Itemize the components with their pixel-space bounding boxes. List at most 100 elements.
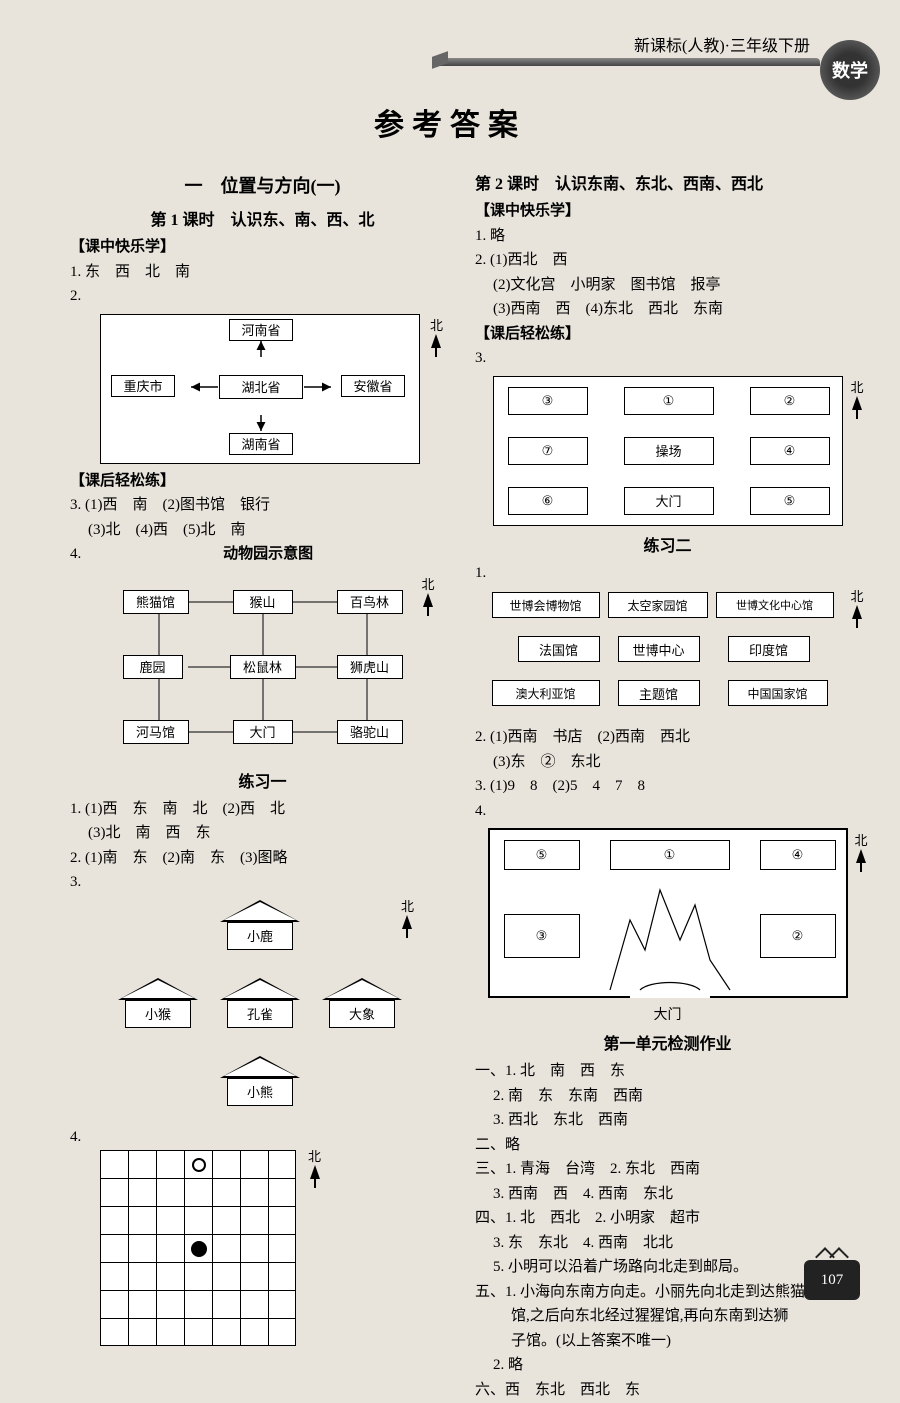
subject-badge: 数学 bbox=[820, 40, 880, 100]
grid1-cell: ③ bbox=[508, 387, 588, 415]
header-label: 新课标(人教)·三年级下册 bbox=[634, 32, 810, 56]
zoo-title: 动物园示意图 bbox=[81, 543, 455, 566]
p2-q4: 4. bbox=[475, 800, 860, 823]
expo-cell: 世博中心 bbox=[618, 636, 700, 662]
decorative-roof bbox=[440, 58, 820, 66]
gate-gap bbox=[630, 994, 710, 998]
zoo-box: 百鸟林 bbox=[337, 590, 403, 614]
grid1-cell: ① bbox=[624, 387, 714, 415]
l1-q4: 4. bbox=[70, 543, 81, 566]
zoo-diagram: 熊猫馆 猴山 百鸟林 鹿园 松鼠林 狮虎山 河马馆 大门 骆驼山 北 bbox=[93, 572, 433, 762]
province-east: 安徽省 bbox=[341, 375, 405, 397]
l1-q3: 3. (1)西 南 (2)图书馆 银行 bbox=[70, 494, 455, 517]
province-center: 湖北省 bbox=[219, 375, 303, 399]
north-icon: 北 bbox=[308, 1150, 321, 1179]
l2-q3: 3. bbox=[475, 347, 860, 370]
north-icon: 北 bbox=[850, 381, 863, 410]
p1-q2: 2. (1)南 东 (2)南 东 (3)图略 bbox=[70, 847, 455, 870]
north-icon: 北 bbox=[430, 319, 443, 348]
grid-open-circle bbox=[192, 1158, 206, 1172]
expo-cell: 太空家园馆 bbox=[608, 592, 708, 618]
expo-cell: 澳大利亚馆 bbox=[492, 680, 600, 706]
l1-q3b: (3)北 (4)西 (5)北 南 bbox=[70, 519, 455, 542]
lesson2-head1: 【课中快乐学】 bbox=[475, 200, 860, 223]
grid1-cell: ④ bbox=[750, 437, 830, 465]
mtn-box: ③ bbox=[504, 914, 580, 958]
house-box: 孔雀 bbox=[220, 978, 300, 1033]
mtn-box: ① bbox=[610, 840, 730, 870]
l2-q2a: 2. (1)西北 西 bbox=[475, 249, 860, 272]
t-5a: 五、1. 小海向东南方向走。小丽先向北走到达熊猫 bbox=[475, 1281, 860, 1304]
houses-diagram: 小鹿 小猴 孔雀 大象 小熊 北 bbox=[100, 900, 420, 1120]
t-4c: 5. 小明可以沿着广场路向北走到邮局。 bbox=[475, 1256, 860, 1279]
grid1-cell: ⑤ bbox=[750, 487, 830, 515]
zoo-box: 大门 bbox=[233, 720, 293, 744]
p2-q2b: (3)东 ② 东北 bbox=[475, 751, 860, 774]
t-4b: 3. 东 东北 4. 西南 北北 bbox=[475, 1232, 860, 1255]
zoo-box: 河马馆 bbox=[123, 720, 189, 744]
t-4a: 四、1. 北 西北 2. 小明家 超市 bbox=[475, 1207, 860, 1230]
grid-7x7 bbox=[100, 1150, 296, 1346]
zoo-box: 狮虎山 bbox=[337, 655, 403, 679]
test-title: 第一单元检测作业 bbox=[475, 1030, 860, 1054]
province-north: 河南省 bbox=[229, 319, 293, 341]
lesson2-title: 第 2 课时 认识东南、东北、西南、西北 bbox=[475, 170, 860, 194]
grid1-cell: ⑦ bbox=[508, 437, 588, 465]
left-column: 一 位置与方向(一) 第 1 课时 认识东、南、西、北 【课中快乐学】 1. 东… bbox=[70, 164, 455, 1403]
page-number-badge: 107 bbox=[804, 1260, 860, 1300]
p2-q1: 1. bbox=[475, 562, 860, 585]
p1-q4: 4. bbox=[70, 1126, 455, 1149]
expo-cell: 世博会博物馆 bbox=[492, 592, 600, 618]
l1-q2: 2. bbox=[70, 285, 455, 308]
province-west: 重庆市 bbox=[111, 375, 175, 397]
north-icon: 北 bbox=[854, 834, 867, 863]
north-icon: 北 bbox=[421, 578, 434, 607]
p1-q1b: (3)北 南 西 东 bbox=[70, 822, 455, 845]
p2-q3: 3. (1)9 8 (2)5 4 7 8 bbox=[475, 775, 860, 798]
north-icon: 北 bbox=[850, 590, 863, 619]
page-title: 参考答案 bbox=[0, 100, 900, 144]
grid1-diagram: ③ ① ② ⑦ 操场 ④ ⑥ 大门 ⑤ 北 bbox=[493, 376, 843, 526]
zoo-box: 猴山 bbox=[233, 590, 293, 614]
mtn-box: ② bbox=[760, 914, 836, 958]
p2-q2a: 2. (1)西南 书店 (2)西南 西北 bbox=[475, 726, 860, 749]
grid-filled-dot bbox=[191, 1241, 207, 1257]
t-1b: 2. 南 东 东南 西南 bbox=[475, 1085, 860, 1108]
p1-q1: 1. (1)西 东 南 北 (2)西 北 bbox=[70, 798, 455, 821]
lesson1-title: 第 1 课时 认识东、南、西、北 bbox=[70, 206, 455, 230]
expo-cell: 印度馆 bbox=[728, 636, 810, 662]
practice2-title: 练习二 bbox=[475, 532, 860, 556]
mountain-diagram: ⑤ ① ④ ③ ② 北 bbox=[488, 828, 848, 998]
house-box: 大象 bbox=[322, 978, 402, 1033]
grid1-cell: ⑥ bbox=[508, 487, 588, 515]
lesson2-head2: 【课后轻松练】 bbox=[475, 323, 860, 346]
l2-q2b: (2)文化宫 小明家 图书馆 报亭 bbox=[475, 274, 860, 297]
zoo-box: 骆驼山 bbox=[337, 720, 403, 744]
t-5d: 2. 略 bbox=[475, 1354, 860, 1377]
t-3b: 3. 西南 西 4. 西南 东北 bbox=[475, 1183, 860, 1206]
t-3a: 三、1. 青海 台湾 2. 东北 西南 bbox=[475, 1158, 860, 1181]
zoo-box: 松鼠林 bbox=[230, 655, 296, 679]
grid-wrapper: 北 bbox=[100, 1150, 455, 1346]
expo-cell: 主题馆 bbox=[618, 680, 700, 706]
t-2: 二、略 bbox=[475, 1134, 860, 1157]
province-south: 湖南省 bbox=[229, 433, 293, 455]
house-box: 小鹿 bbox=[220, 900, 300, 955]
expo-cell: 法国馆 bbox=[518, 636, 600, 662]
lesson1-head1: 【课中快乐学】 bbox=[70, 236, 455, 259]
expo-cell: 世博文化中心馆 bbox=[716, 592, 834, 618]
mtn-box: ⑤ bbox=[504, 840, 580, 870]
mountain-gate-label: 大门 bbox=[475, 1004, 860, 1024]
grid1-cell: ② bbox=[750, 387, 830, 415]
grid1-cell: 操场 bbox=[624, 437, 714, 465]
house-box: 小猴 bbox=[118, 978, 198, 1033]
t-1c: 3. 西北 东北 西南 bbox=[475, 1109, 860, 1132]
zoo-box: 鹿园 bbox=[123, 655, 183, 679]
expo-cell: 中国国家馆 bbox=[728, 680, 828, 706]
l2-q2c: (3)西南 西 (4)东北 西北 东南 bbox=[475, 298, 860, 321]
zoo-box: 熊猫馆 bbox=[123, 590, 189, 614]
house-box: 小熊 bbox=[220, 1056, 300, 1111]
page-header: 新课标(人教)·三年级下册 数学 bbox=[0, 0, 900, 70]
north-icon: 北 bbox=[401, 900, 414, 929]
province-diagram: 河南省 湖北省 湖南省 重庆市 安徽省 北 bbox=[100, 314, 420, 464]
